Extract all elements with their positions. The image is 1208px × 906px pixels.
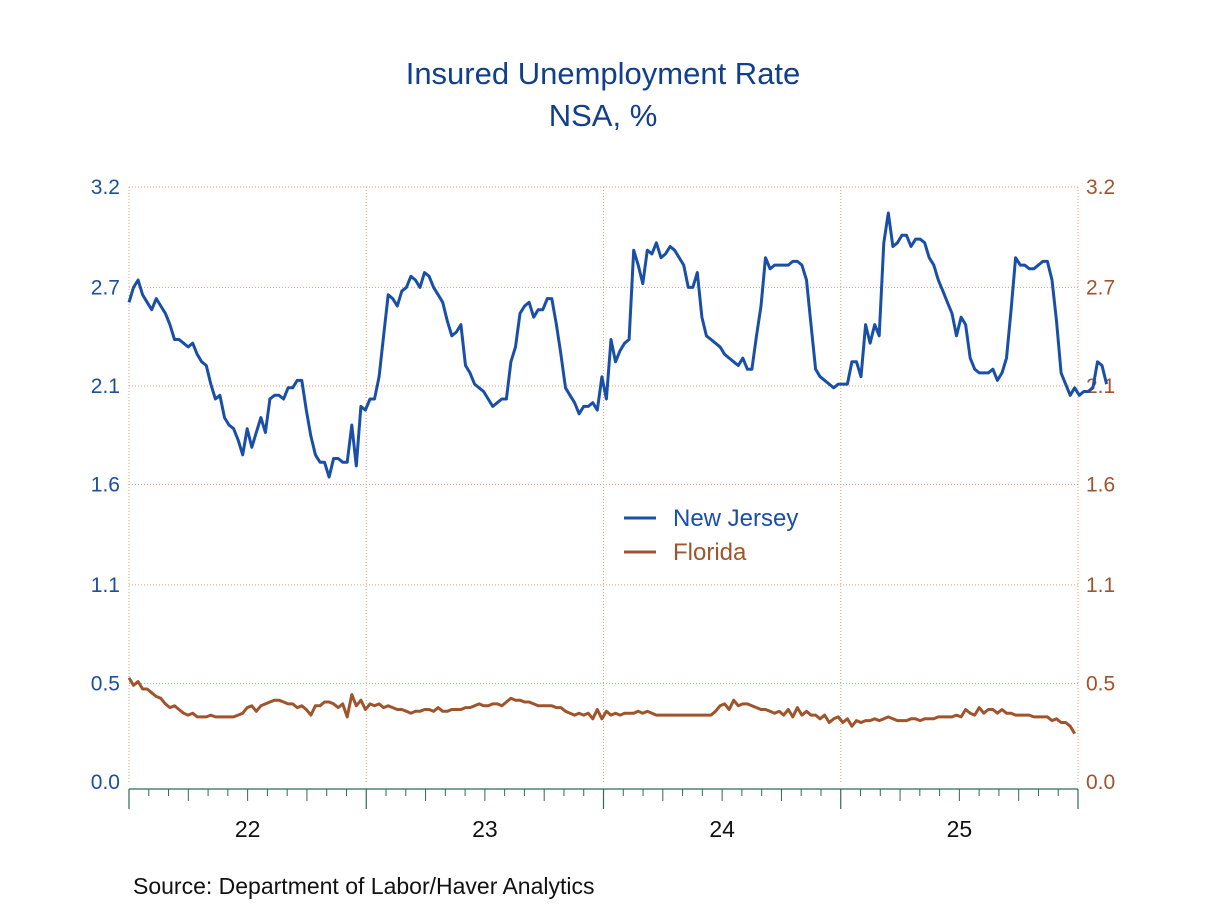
series-layer: [127, 211, 1109, 735]
chart-title: Insured Unemployment Rate: [406, 56, 801, 91]
y-tick-label-left: 2.7: [91, 276, 120, 299]
x-tick-label: 23: [472, 816, 498, 842]
series-line-new-jersey: [127, 211, 1109, 479]
x-tick-label: 25: [947, 816, 973, 842]
y-tick-label-left: 0.5: [91, 672, 120, 695]
y-tick-label-right: 0.5: [1086, 672, 1115, 695]
legend: New Jersey Florida: [624, 505, 798, 566]
x-tick-label: 22: [235, 816, 261, 842]
y-tick-label-left: 0.0: [91, 771, 120, 794]
chart-subtitle: NSA, %: [549, 98, 658, 133]
source-note: Source: Department of Labor/Haver Analyt…: [133, 873, 595, 899]
y-tick-label-left: 1.1: [91, 574, 120, 597]
y-tick-label-left: 1.6: [91, 474, 120, 497]
y-tick-label-right: 1.6: [1086, 474, 1115, 497]
y-tick-label-left: 2.1: [91, 375, 120, 398]
x-axis: 22 23 24 25: [128, 788, 1079, 842]
x-tick-label: 24: [709, 816, 735, 842]
y-tick-label-right: 1.1: [1086, 574, 1115, 597]
y-tick-label-left: 3.2: [91, 176, 120, 199]
y-tick-label-right: 0.0: [1086, 771, 1115, 794]
y-axis-left: 3.2 2.7 2.1 1.6 1.1 0.5 0.0: [91, 176, 120, 794]
y-tick-label-right: 2.1: [1086, 375, 1115, 398]
y-tick-label-right: 2.7: [1086, 276, 1115, 299]
legend-label-florida: Florida: [673, 539, 747, 566]
legend-label-new-jersey: New Jersey: [673, 505, 798, 532]
y-tick-label-right: 3.2: [1086, 176, 1115, 199]
series-line-florida: [127, 677, 1076, 735]
y-axis-right: 3.2 2.7 2.1 1.6 1.1 0.5 0.0: [1086, 176, 1115, 794]
